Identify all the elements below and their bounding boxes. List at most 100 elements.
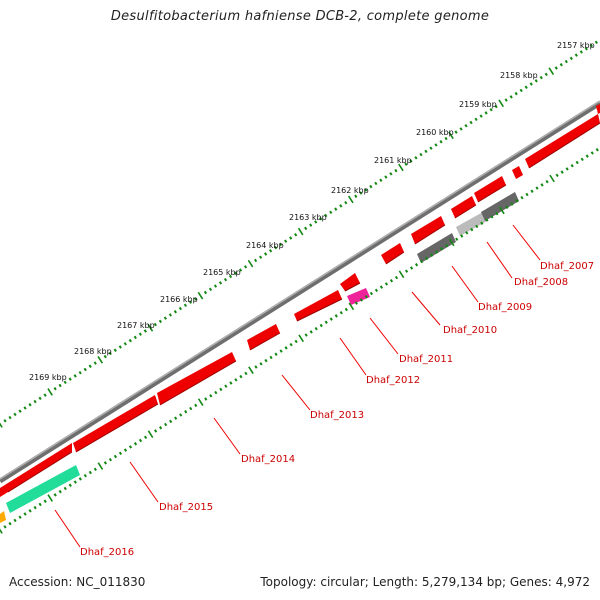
gene-dhaf-2014[interactable] — [157, 352, 236, 405]
gene-shading — [7, 122, 600, 493]
minor-tick — [354, 301, 358, 305]
minor-tick — [128, 445, 133, 449]
minor-tick — [384, 282, 389, 286]
major-tick — [97, 356, 104, 364]
minor-tick — [414, 156, 418, 160]
minor-tick — [193, 297, 198, 301]
minor-tick — [374, 181, 378, 186]
minor-tick — [173, 310, 177, 314]
minor-tick — [475, 224, 479, 229]
major-tick — [498, 99, 504, 108]
minor-tick — [194, 403, 198, 408]
minor-tick — [545, 179, 549, 184]
major-tick — [297, 227, 304, 236]
gene-edge[interactable] — [596, 104, 600, 114]
minor-tick — [28, 403, 32, 407]
minor-tick — [505, 205, 509, 209]
minor-tick — [379, 178, 383, 182]
gene-dhaf-2009-upper[interactable] — [451, 196, 476, 218]
minor-tick — [379, 285, 384, 289]
minor-tick — [515, 199, 519, 203]
gene-dhaf-2006[interactable] — [525, 114, 600, 168]
minor-tick — [485, 218, 489, 222]
minor-tick — [123, 342, 127, 346]
minor-tick — [565, 167, 569, 171]
gene-label[interactable]: Dhaf_2011 — [399, 354, 453, 365]
major-tick — [499, 206, 505, 215]
minor-tick — [113, 348, 117, 352]
gene-label[interactable]: Dhaf_2016 — [80, 547, 134, 558]
gene-label[interactable]: Dhaf_2013 — [310, 410, 364, 421]
minor-tick — [585, 154, 589, 158]
minor-tick — [108, 457, 113, 462]
gene-label[interactable]: Dhaf_2010 — [443, 325, 497, 336]
minor-tick — [153, 429, 158, 433]
minor-tick — [3, 419, 7, 423]
gene-label[interactable]: Dhaf_2009 — [478, 302, 532, 313]
gene-dhaf-2007-upper[interactable] — [512, 166, 523, 179]
gene-dhaf-2010b[interactable] — [411, 216, 445, 244]
minor-tick — [18, 409, 22, 413]
minor-tick — [429, 146, 433, 150]
gene-dhaf-2010-gray[interactable] — [417, 233, 456, 263]
gene-dhaf-2016-upper[interactable] — [0, 443, 72, 497]
kbp-tick-label: 2159 kbp — [459, 100, 497, 109]
minor-tick — [314, 220, 318, 224]
minor-tick — [223, 277, 228, 282]
minor-tick — [284, 239, 288, 243]
minor-tick — [580, 157, 584, 162]
gene-dhaf-2016-teal[interactable] — [6, 465, 80, 513]
minor-tick — [544, 72, 548, 77]
minor-tick — [294, 233, 298, 237]
genome-summary-text: Topology: circular; Length: 5,279,134 bp… — [260, 575, 590, 589]
gene-dhaf-2008-upper[interactable] — [474, 176, 506, 202]
gene-label[interactable]: Dhaf_2012 — [366, 375, 420, 386]
minor-tick — [534, 79, 538, 83]
minor-tick — [579, 50, 583, 54]
minor-tick — [259, 362, 263, 366]
minor-tick — [38, 502, 42, 507]
gene-dhaf-2012[interactable] — [294, 290, 342, 321]
gene-dhaf-2008-gray[interactable] — [481, 192, 519, 221]
minor-tick — [309, 330, 313, 334]
minor-tick — [435, 250, 439, 254]
gene-dhaf-2011-upper[interactable] — [340, 273, 360, 291]
gene-dhaf-2013[interactable] — [247, 324, 280, 350]
minor-tick — [324, 320, 328, 325]
minor-tick — [269, 355, 273, 360]
minor-tick — [43, 393, 47, 397]
minor-tick — [490, 215, 494, 219]
minor-tick — [138, 438, 143, 443]
minor-tick — [164, 422, 168, 427]
gene-dhaf-2011-pink[interactable] — [347, 288, 370, 305]
minor-tick — [153, 322, 157, 327]
minor-tick — [224, 384, 228, 388]
minor-tick — [8, 415, 12, 420]
minor-tick — [584, 47, 588, 51]
minor-tick — [575, 160, 579, 165]
minor-tick — [304, 226, 308, 231]
gene-orange-edge[interactable] — [0, 511, 6, 523]
major-tick — [347, 195, 354, 204]
gene-dhaf-2010-upper[interactable] — [381, 243, 404, 264]
minor-tick — [254, 365, 258, 369]
minor-tick — [113, 454, 118, 459]
gene-label[interactable]: Dhaf_2007 — [540, 261, 594, 272]
minor-tick — [264, 252, 268, 256]
minor-tick — [38, 396, 42, 401]
minor-tick — [495, 211, 499, 216]
minor-tick — [178, 306, 183, 311]
gene-dhaf-2015[interactable] — [73, 395, 158, 452]
gene-label[interactable]: Dhaf_2014 — [241, 454, 295, 465]
minor-tick — [264, 358, 268, 363]
gene-label[interactable]: Dhaf_2015 — [159, 502, 213, 513]
gene-dhaf-2009-lightgray[interactable] — [456, 212, 487, 236]
minor-tick — [484, 111, 488, 115]
minor-tick — [53, 493, 57, 497]
minor-tick — [93, 361, 97, 365]
minor-tick — [424, 149, 428, 154]
gene-label[interactable]: Dhaf_2008 — [514, 277, 568, 288]
minor-tick — [570, 163, 574, 168]
minor-tick — [58, 383, 62, 388]
minor-tick — [525, 192, 529, 197]
